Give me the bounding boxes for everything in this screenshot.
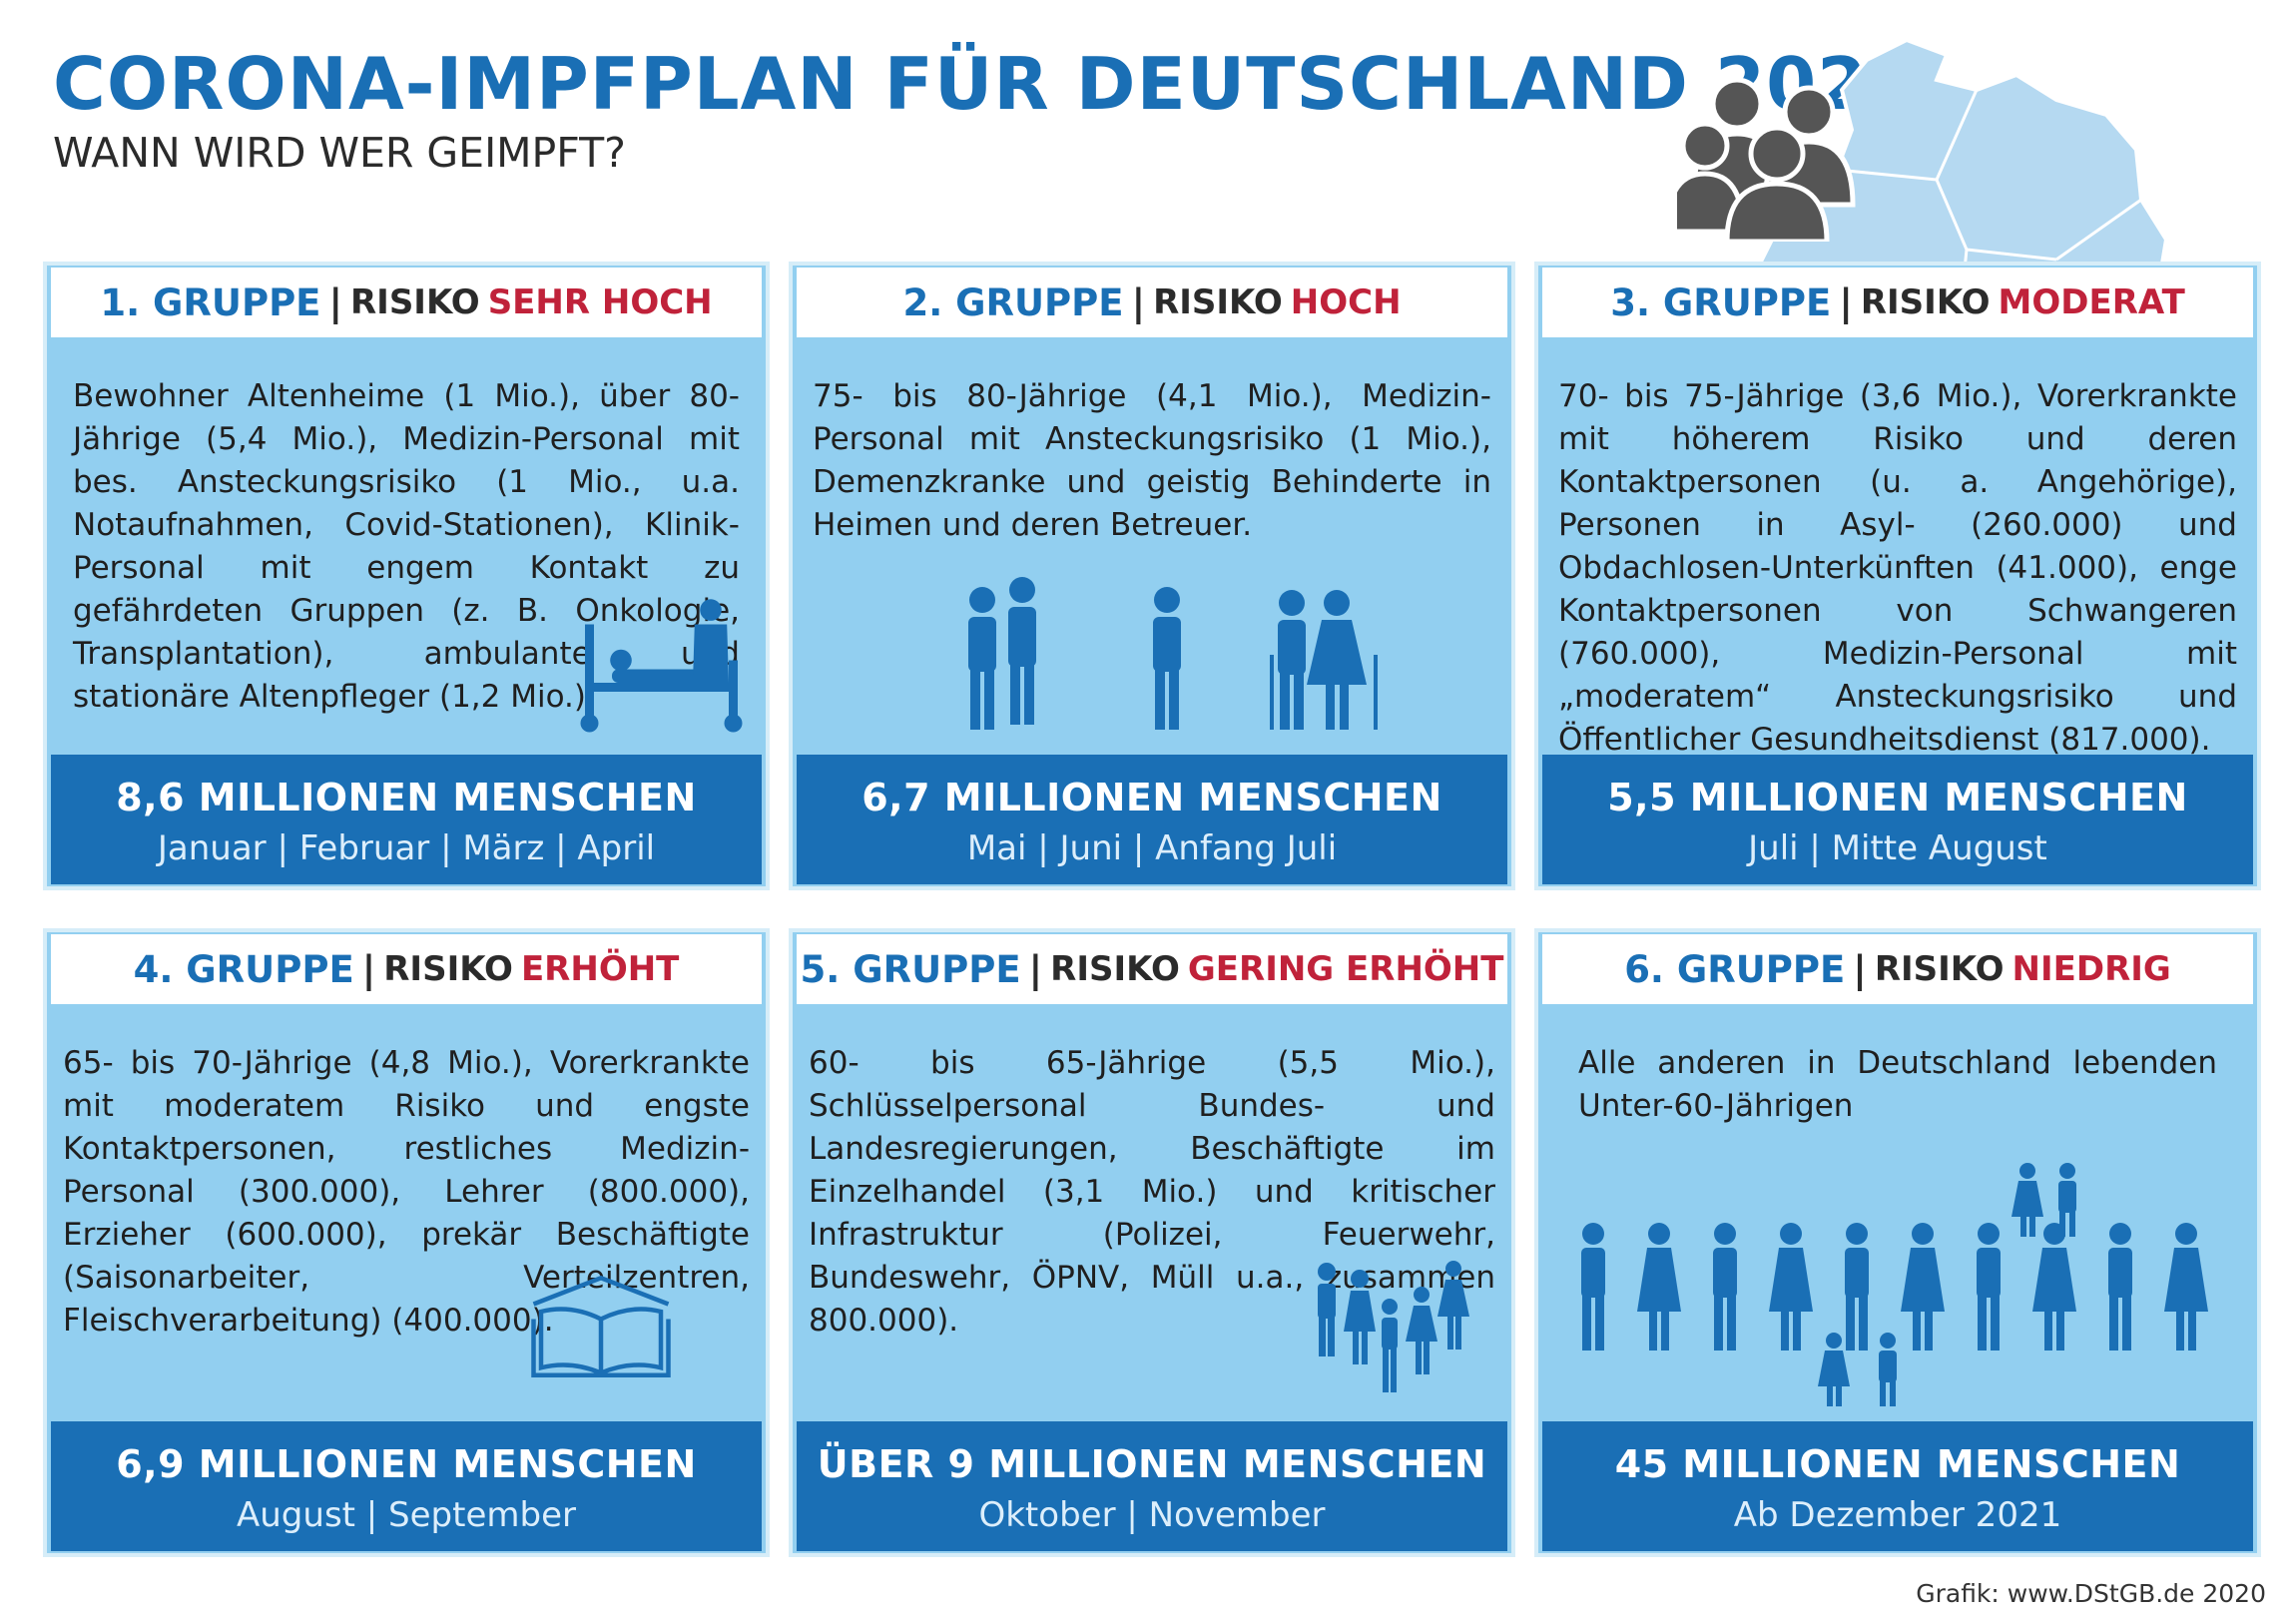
caregivers-elderly-icon <box>968 577 1378 730</box>
risk-label: RISIKO <box>349 282 480 322</box>
group-card-header: 6. GRUPPE | RISIKO NIEDRIG <box>1542 934 2253 1004</box>
header-separator: | <box>1131 280 1146 324</box>
group-card-2: 2. GRUPPE | RISIKO HOCH 75- bis 80-Jähri… <box>789 262 1515 890</box>
risk-label: RISIKO <box>1050 949 1180 989</box>
group-description: 65- bis 70-Jährige (4,8 Mio.), Vorerkran… <box>63 1045 750 1339</box>
population-icon <box>1581 1163 2208 1406</box>
risk-level: SEHR HOCH <box>487 282 713 322</box>
people-count: 8,6 MILLIONEN MENSCHEN <box>116 776 697 819</box>
group-description: Alle anderen in Deutschland lebenden Unt… <box>1578 1045 2217 1124</box>
group-summary: ÜBER 9 MILLIONEN MENSCHEN Oktober | Nove… <box>797 1421 1507 1551</box>
group-card-1: 1. GRUPPE | RISIKO SEHR HOCH Bewohner Al… <box>43 262 770 890</box>
book-icon <box>531 1275 671 1377</box>
group-card-header: 2. GRUPPE | RISIKO HOCH <box>797 268 1507 337</box>
header-separator: | <box>1853 947 1867 991</box>
risk-level: GERING ERHÖHT <box>1187 949 1504 989</box>
risk-level: HOCH <box>1290 282 1402 322</box>
group-summary: 6,9 MILLIONEN MENSCHEN August | Septembe… <box>51 1421 762 1551</box>
group-label: 5. GRUPPE <box>800 947 1021 991</box>
header-separator: | <box>328 280 342 324</box>
group-label: 3. GRUPPE <box>1610 280 1832 324</box>
header-separator: | <box>361 947 376 991</box>
group-card-header: 5. GRUPPE | RISIKO GERING ERHÖHT <box>797 934 1507 1004</box>
risk-level: ERHÖHT <box>520 949 680 989</box>
group-card-4: 4. GRUPPE | RISIKO ERHÖHT 65- bis 70-Jäh… <box>43 928 770 1557</box>
group-summary: 6,7 MILLIONEN MENSCHEN Mai | Juni | Anfa… <box>797 755 1507 884</box>
group-label: 1. GRUPPE <box>100 280 321 324</box>
people-count: 6,9 MILLIONEN MENSCHEN <box>116 1442 697 1486</box>
page-title: CORONA-IMPFPLAN FÜR DEUTSCHLAND 2021 <box>53 42 1920 126</box>
page-subtitle: WANN WIRD WER GEIMPFT? <box>53 129 626 177</box>
family-group-icon <box>1318 1261 1469 1392</box>
group-card-header: 1. GRUPPE | RISIKO SEHR HOCH <box>51 268 762 337</box>
header-separator: | <box>1839 280 1853 324</box>
group-label: 6. GRUPPE <box>1624 947 1846 991</box>
image-credit: Grafik: www.DStGB.de 2020 <box>1916 1579 2266 1608</box>
group-description: 60- bis 65-Jährige (5,5 Mio.), Schlüssel… <box>809 1045 1495 1339</box>
risk-label: RISIKO <box>1153 282 1283 322</box>
group-summary: 45 MILLIONEN MENSCHEN Ab Dezember 2021 <box>1542 1421 2253 1551</box>
group-summary: 8,6 MILLIONEN MENSCHEN Januar | Februar … <box>51 755 762 884</box>
hospital-bed-icon <box>580 599 743 733</box>
header-separator: | <box>1028 947 1043 991</box>
group-description: 75- bis 80-Jährige (4,1 Mio.), Medizin-P… <box>813 378 1491 543</box>
risk-label: RISIKO <box>1860 282 1991 322</box>
vaccination-period: Oktober | November <box>978 1495 1326 1535</box>
vaccination-period: Ab Dezember 2021 <box>1733 1495 2062 1535</box>
people-count: 6,7 MILLIONEN MENSCHEN <box>861 776 1442 819</box>
group-card-5: 5. GRUPPE | RISIKO GERING ERHÖHT 60- bis… <box>789 928 1515 1557</box>
people-count: 45 MILLIONEN MENSCHEN <box>1614 1442 2181 1486</box>
people-count: 5,5 MILLIONEN MENSCHEN <box>1607 776 2188 819</box>
people-count: ÜBER 9 MILLIONEN MENSCHEN <box>817 1442 1487 1486</box>
group-card-3: 3. GRUPPE | RISIKO MODERAT 70- bis 75-Jä… <box>1534 262 2261 890</box>
group-label: 2. GRUPPE <box>902 280 1124 324</box>
vaccination-period: August | September <box>237 1495 576 1535</box>
risk-level: MODERAT <box>1998 282 2185 322</box>
vaccination-period: Juli | Mitte August <box>1748 828 2047 868</box>
group-label: 4. GRUPPE <box>133 947 354 991</box>
vaccination-period: Mai | Juni | Anfang Juli <box>966 828 1338 868</box>
risk-label: RISIKO <box>1874 949 2005 989</box>
risk-level: NIEDRIG <box>2011 949 2171 989</box>
group-card-6: 6. GRUPPE | RISIKO NIEDRIG Alle anderen … <box>1534 928 2261 1557</box>
group-card-header: 3. GRUPPE | RISIKO MODERAT <box>1542 268 2253 337</box>
risk-label: RISIKO <box>383 949 513 989</box>
group-card-header: 4. GRUPPE | RISIKO ERHÖHT <box>51 934 762 1004</box>
group-summary: 5,5 MILLIONEN MENSCHEN Juli | Mitte Augu… <box>1542 755 2253 884</box>
group-description: 70- bis 75-Jährige (3,6 Mio.), Vorerkran… <box>1558 378 2237 758</box>
vaccination-period: Januar | Februar | März | April <box>157 828 656 868</box>
people-group-icon <box>1677 77 1856 242</box>
